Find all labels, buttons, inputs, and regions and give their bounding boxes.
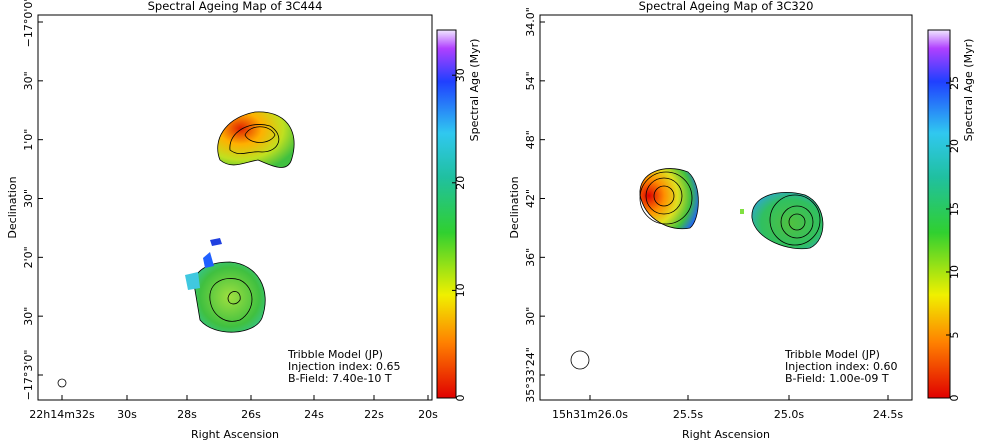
panel-title: Spectral Ageing Map of 3C320 [639,0,814,13]
y-axis-label: Declination [6,176,19,238]
y-axis-label: Declination [508,176,521,238]
x-tick-label: 24s [304,408,324,421]
colorbar-tick-label: 10 [948,265,961,279]
colorbar-tick-label: 30 [454,68,467,82]
annotation: Injection index: 0.65 [288,360,400,373]
x-tick-label: 20s [418,408,438,421]
colorbar [436,29,457,399]
y-tick-label: 2'0" [22,246,35,268]
colorbar-tick-label: 0 [948,395,961,402]
x-tick-label: 22h14m32s [29,408,95,421]
colorbar-tick-label: 5 [948,331,961,338]
x-tick-label: 22s [364,408,384,421]
x-tick-label: 26s [241,408,261,421]
x-axis-label: Right Ascension [682,428,770,441]
plot-frame [37,14,433,401]
colorbar-tick-label: 20 [948,139,961,153]
y-tick-label: 30" [22,71,35,90]
y-tick-label: 1'0" [22,129,35,151]
x-tick-label: 15h31m26.0s [552,408,628,421]
x-axis-label: Right Ascension [191,428,279,441]
colorbar-tick-label: 25 [948,76,961,90]
y-tick-label: 30" [524,307,537,326]
panel-title: Spectral Ageing Map of 3C444 [148,0,323,13]
colorbar-tick-label: 0 [454,395,467,402]
plot-frame [539,14,913,401]
y-tick-label: 30" [22,307,35,326]
annotation: B-Field: 1.00e-09 T [785,372,889,385]
y-tick-label: 34.0" [524,7,537,37]
colorbar-tick-label: 10 [454,283,467,297]
colorbar-label: Spectral Age (Myr) [962,39,975,142]
colorbar-tick-label: 20 [454,176,467,190]
y-tick-label: 36" [524,248,537,267]
y-tick-label: 48" [524,130,537,149]
y-tick-label: 30" [22,189,35,208]
x-tick-label: 28s [177,408,197,421]
x-tick-label: 24.5s [873,408,903,421]
colorbar [927,29,951,399]
y-tick-label: 54" [524,71,537,90]
y-tick-label: −17°0'0" [22,0,35,47]
y-tick-label: −17°3'0" [22,350,35,401]
y-tick-label: 42" [524,189,537,208]
source-maps [57,111,824,388]
x-tick-label: 25.5s [673,408,703,421]
annotation: Tribble Model (JP) [784,348,880,361]
annotation: Injection index: 0.60 [785,360,897,373]
colorbar-tick-label: 15 [948,202,961,216]
x-tick-label: 30s [117,408,137,421]
colorbar-label: Spectral Age (Myr) [468,39,481,142]
annotation: Tribble Model (JP) [287,348,383,361]
x-tick-label: 25.0s [774,408,804,421]
annotation: B-Field: 7.40e-10 T [288,372,392,385]
y-tick-label: 35°33'24" [524,347,537,403]
